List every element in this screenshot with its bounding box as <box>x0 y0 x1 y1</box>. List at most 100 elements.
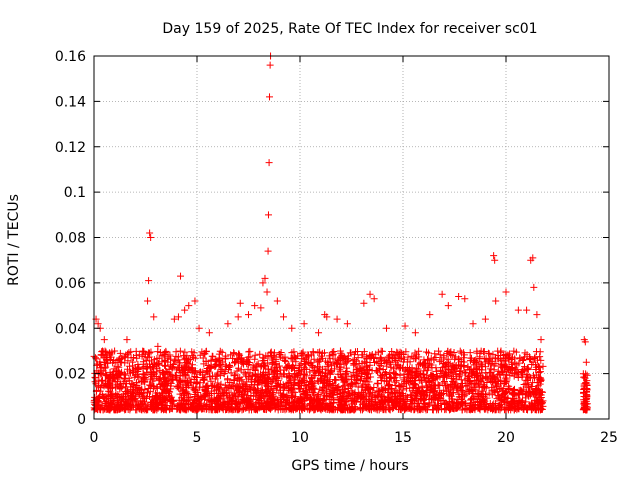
band-point <box>524 382 532 390</box>
band-point <box>490 400 498 408</box>
band-point <box>344 395 352 403</box>
band-point <box>98 390 106 398</box>
band-point <box>535 368 543 376</box>
band-point <box>352 379 360 387</box>
band-point <box>167 393 175 401</box>
band-point <box>313 396 321 404</box>
band-point <box>175 383 183 391</box>
band-point <box>299 387 307 395</box>
band-point <box>127 395 135 403</box>
band-point <box>480 396 488 404</box>
band-point <box>515 359 523 367</box>
band-point <box>143 369 151 377</box>
band-point <box>429 406 437 414</box>
band-point <box>250 386 258 394</box>
band-point <box>392 370 400 378</box>
band-point <box>332 376 340 384</box>
data-point <box>438 290 446 298</box>
band-point <box>147 402 155 410</box>
band-point <box>344 356 352 364</box>
band-point <box>451 355 459 363</box>
band-point <box>396 364 404 372</box>
band-point <box>295 363 303 371</box>
band-point <box>145 353 153 361</box>
band-point <box>428 386 436 394</box>
band-point <box>246 347 254 355</box>
band-point <box>246 369 254 377</box>
band-point <box>266 390 274 398</box>
band-point <box>247 376 255 384</box>
band-point <box>404 367 412 375</box>
band-point <box>385 401 393 409</box>
band-point <box>96 369 104 377</box>
band-point <box>324 359 332 367</box>
band-point <box>527 383 535 391</box>
band-point <box>159 389 167 397</box>
data-point <box>94 320 102 328</box>
band-point <box>220 369 228 377</box>
band-point <box>166 406 174 414</box>
band-point <box>346 381 354 389</box>
band-point <box>218 403 226 411</box>
band-point <box>152 361 160 369</box>
y-tick-label: 0.02 <box>55 367 86 383</box>
data-point <box>366 290 374 298</box>
band-point <box>156 375 164 383</box>
band-point <box>212 362 220 370</box>
data-point <box>426 311 434 319</box>
band-point <box>204 368 212 376</box>
band-point <box>457 362 465 370</box>
band-point <box>327 362 335 370</box>
data-point <box>257 304 265 312</box>
band-point <box>331 360 339 368</box>
data-point <box>154 342 162 350</box>
band-point <box>418 377 426 385</box>
band-point <box>224 375 232 383</box>
band-point <box>359 405 367 413</box>
data-point <box>502 288 510 296</box>
band-point <box>158 380 166 388</box>
band-point <box>358 383 366 391</box>
band-point <box>308 375 316 383</box>
band-point <box>375 392 383 400</box>
band-point <box>457 349 465 357</box>
band-point <box>290 354 298 362</box>
band-point <box>448 352 456 360</box>
band-point <box>350 351 358 359</box>
band-point <box>371 394 379 402</box>
band-point <box>347 372 355 380</box>
band-point <box>301 381 309 389</box>
band-point <box>498 368 506 376</box>
band-point <box>147 368 155 376</box>
band-point <box>253 361 261 369</box>
band-point <box>345 391 353 399</box>
band-point <box>442 387 450 395</box>
band-point <box>123 388 131 396</box>
band-point <box>318 374 326 382</box>
band-point <box>408 391 416 399</box>
band-point <box>113 381 121 389</box>
band-point <box>504 385 512 393</box>
band-point <box>105 391 113 399</box>
band-point <box>386 351 394 359</box>
band-point <box>208 404 216 412</box>
band-point <box>387 389 395 397</box>
band-point <box>276 380 284 388</box>
band-point <box>283 380 291 388</box>
band-point <box>520 356 528 364</box>
band-point <box>290 404 298 412</box>
band-point <box>525 389 533 397</box>
band-point <box>582 391 590 399</box>
band-point <box>539 402 547 410</box>
band-point <box>335 363 343 371</box>
band-point <box>99 348 107 356</box>
band-point <box>304 381 312 389</box>
band-point <box>127 348 135 356</box>
band-point <box>226 393 234 401</box>
band-point <box>125 349 133 357</box>
band-point <box>392 377 400 385</box>
band-point <box>491 379 499 387</box>
band-point <box>154 399 162 407</box>
band-point <box>388 385 396 393</box>
band-point <box>475 405 483 413</box>
